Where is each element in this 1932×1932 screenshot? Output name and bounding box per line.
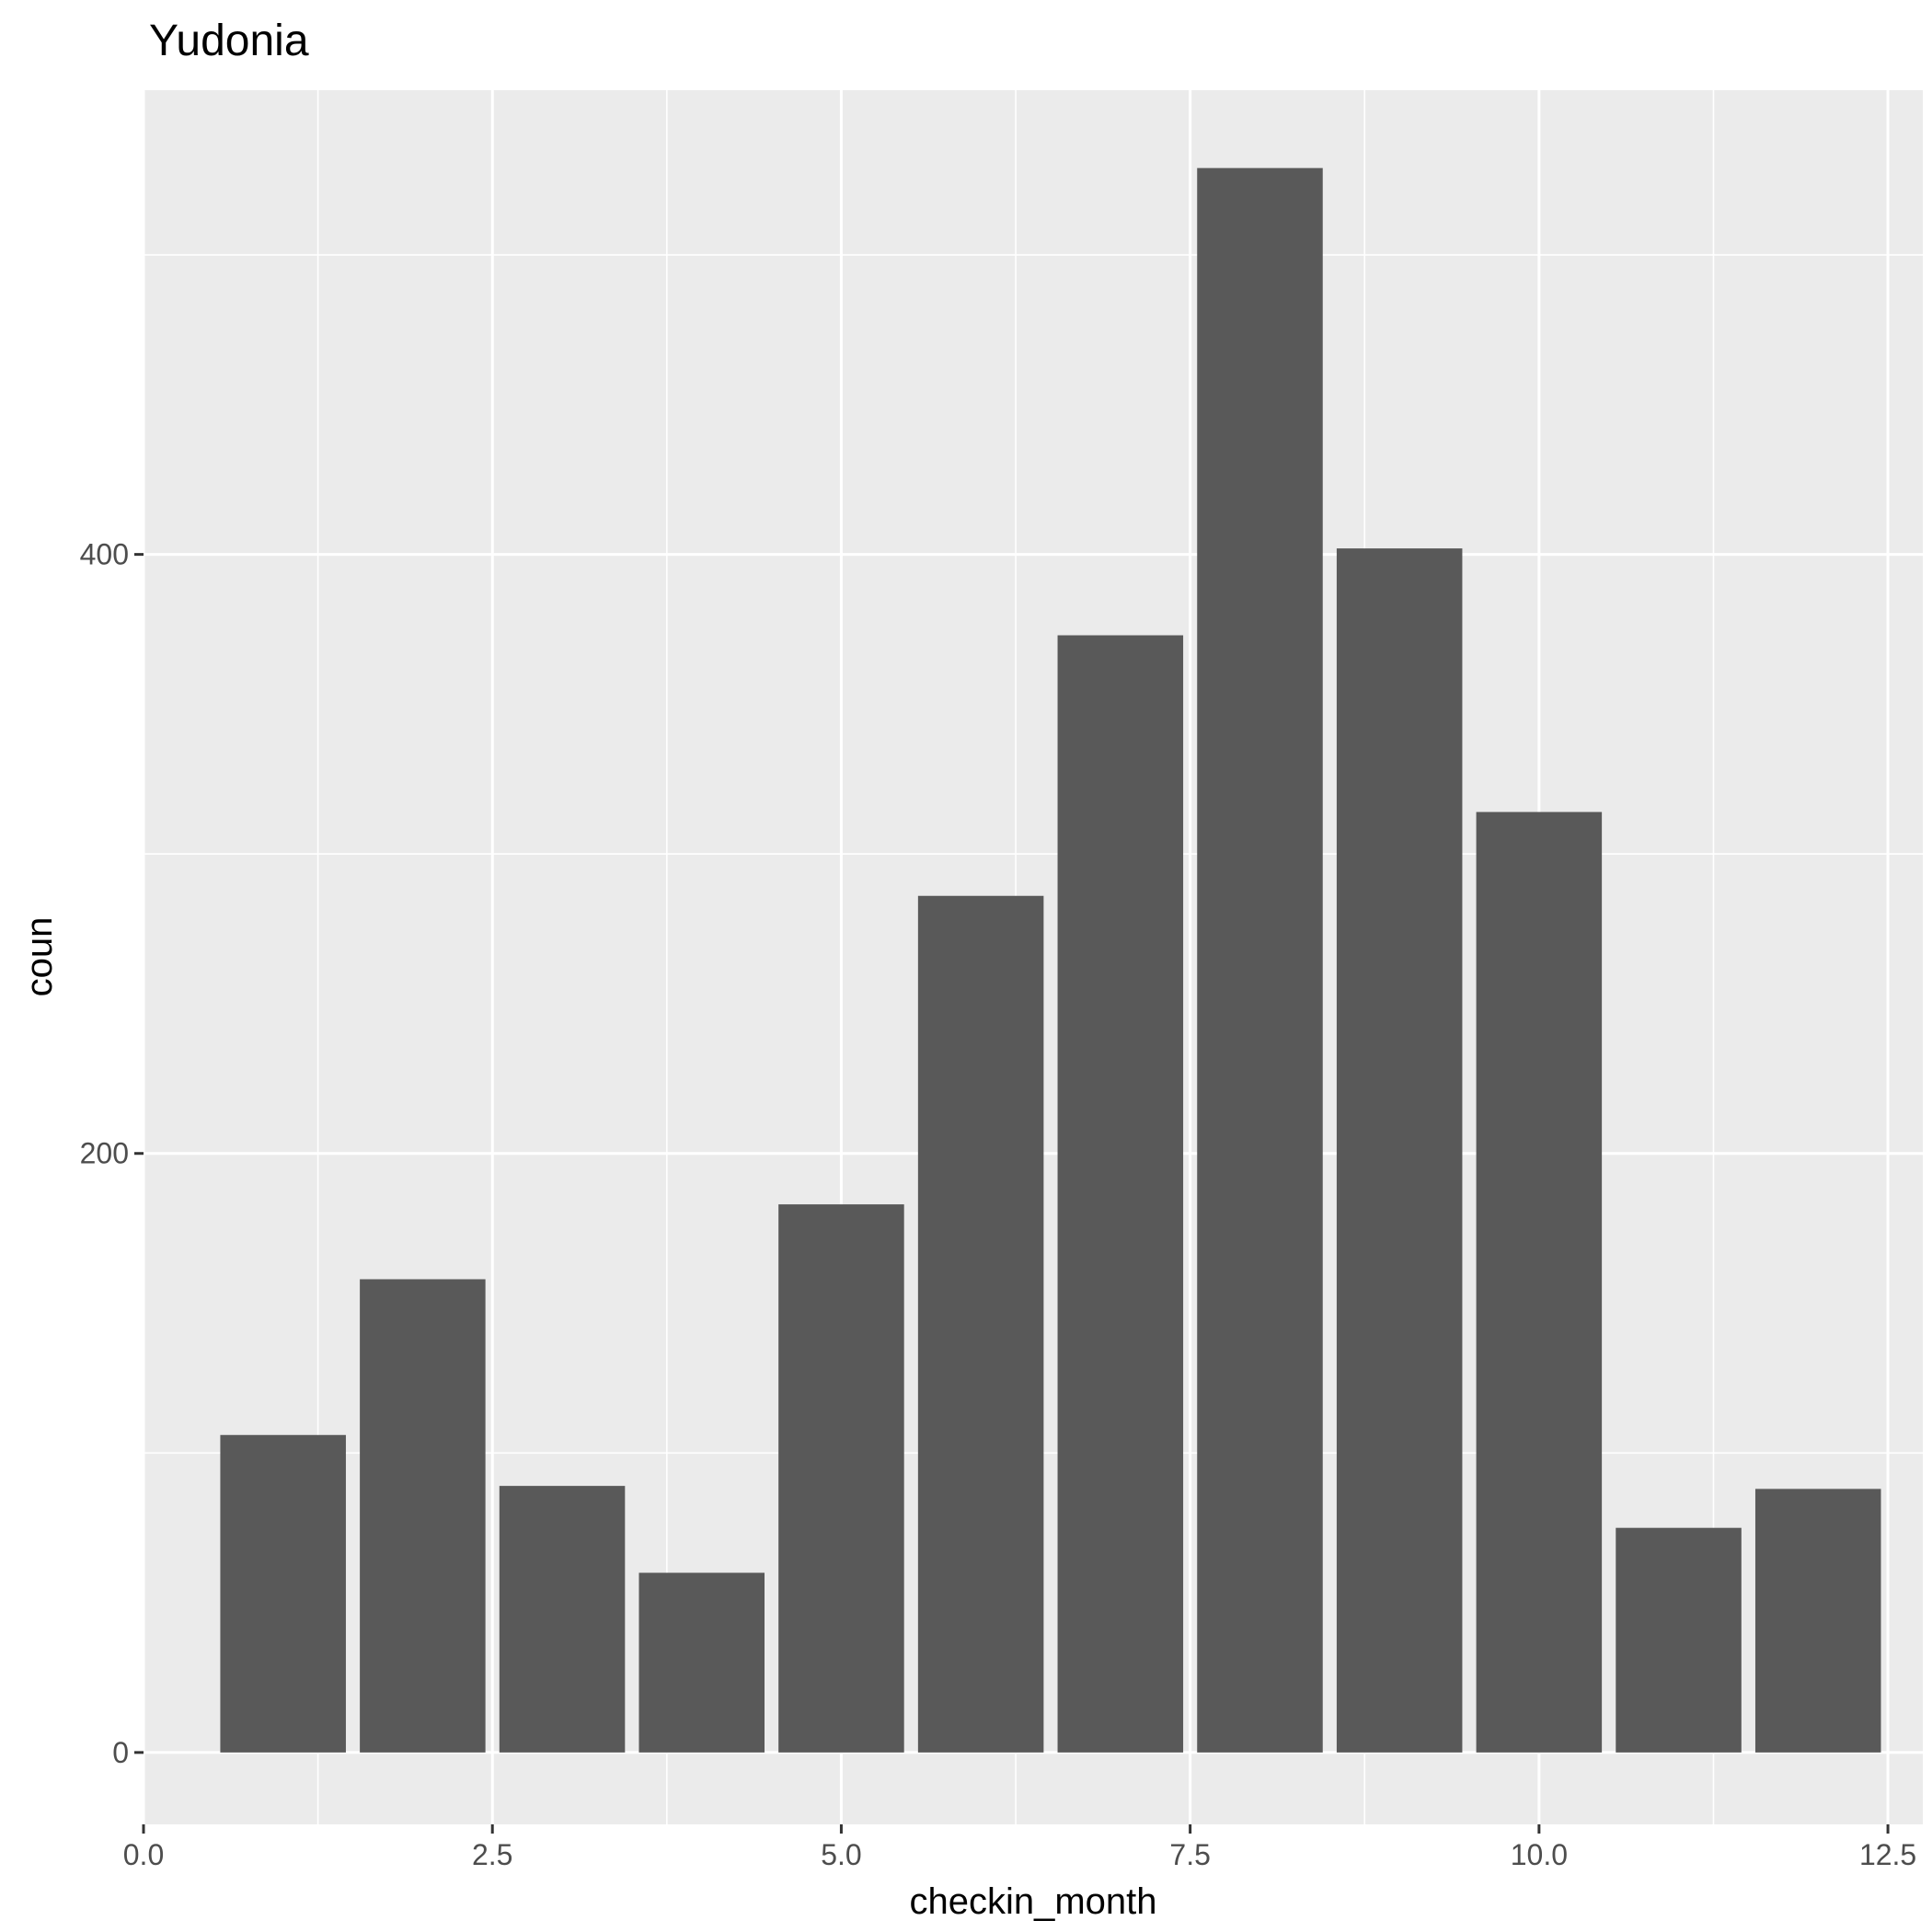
y-tick-label: 0 <box>112 1736 129 1769</box>
y-tick-label: 200 <box>80 1137 129 1170</box>
bar-month-5 <box>778 1204 904 1753</box>
x-tick-label: 2.5 <box>472 1838 512 1871</box>
bar-month-1 <box>220 1434 346 1753</box>
y-axis-title: coun <box>19 917 60 997</box>
bars <box>220 167 1881 1753</box>
chart-title: Yudonia <box>149 17 309 65</box>
y-tick-label: 400 <box>80 538 129 571</box>
x-tick-label: 12.5 <box>1859 1838 1916 1871</box>
x-tick-label: 5.0 <box>821 1838 861 1871</box>
y-axis: 0 200 400 <box>80 538 144 1769</box>
x-tick-label: 10.0 <box>1511 1838 1568 1871</box>
bar-month-9 <box>1336 548 1463 1753</box>
bar-month-12 <box>1754 1489 1881 1753</box>
x-tick-label: 7.5 <box>1169 1838 1210 1871</box>
bar-month-4 <box>638 1572 765 1753</box>
x-tick-label: 0.0 <box>123 1838 164 1871</box>
bar-month-8 <box>1197 167 1323 1753</box>
bar-month-10 <box>1476 811 1603 1753</box>
x-axis: 0.0 2.5 5.0 7.5 10.0 12.5 <box>123 1824 1916 1871</box>
bar-month-6 <box>917 895 1044 1753</box>
bar-month-7 <box>1057 635 1184 1753</box>
bar-month-3 <box>499 1486 626 1753</box>
x-axis-title: checkin_month <box>909 1881 1156 1922</box>
bar-month-11 <box>1616 1527 1742 1753</box>
bar-month-2 <box>360 1279 486 1753</box>
